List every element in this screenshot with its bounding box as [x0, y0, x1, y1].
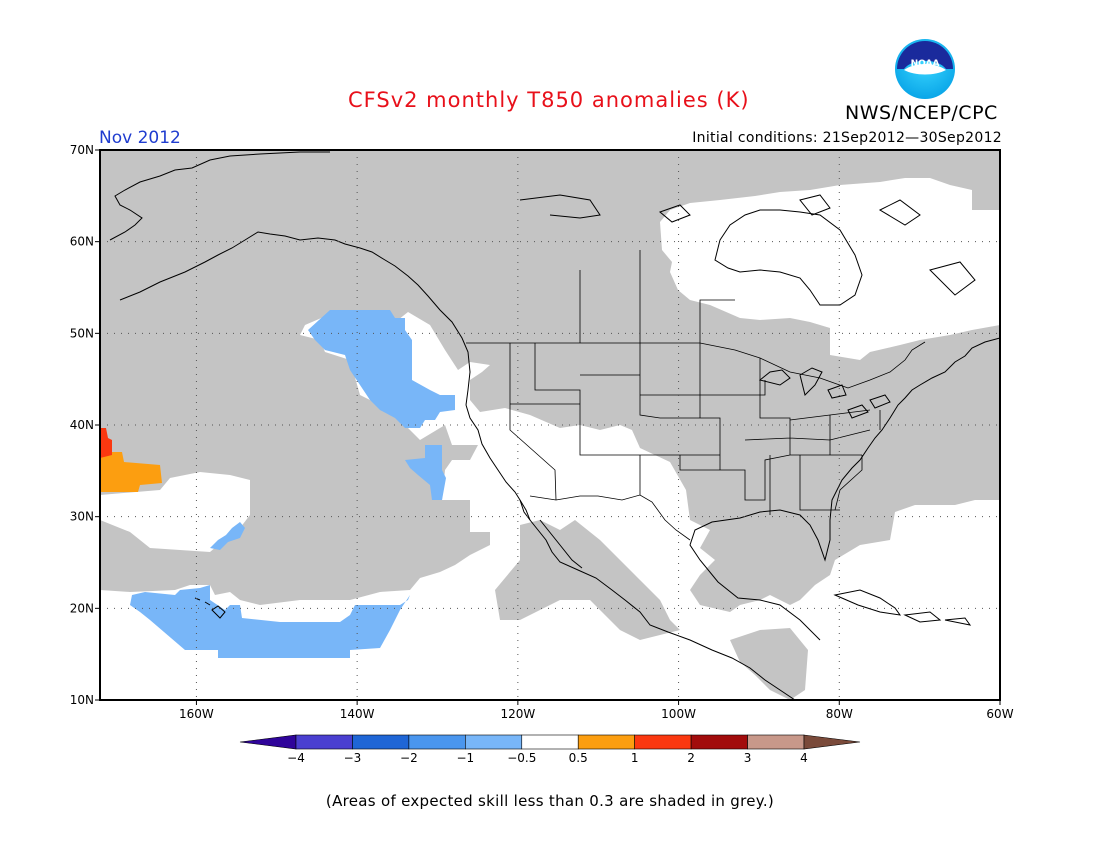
lat-label: 40N — [70, 418, 94, 432]
map-area — [100, 150, 1000, 700]
colorbar-tick-label: −3 — [344, 751, 362, 765]
colorbar-box — [295, 734, 353, 750]
initial-conditions: Initial conditions: 21Sep2012—30Sep2012 — [692, 130, 1002, 146]
west-coast — [465, 404, 796, 700]
hawaii-islands — [194, 597, 226, 619]
great-lakes — [758, 367, 891, 419]
colorbar-tick-label: −0.5 — [507, 751, 536, 765]
logo-bird — [904, 64, 946, 75]
lon-label: 100W — [661, 707, 696, 721]
colorbar-tick-label: 0.5 — [569, 751, 588, 765]
lat-label: 70N — [70, 143, 94, 157]
blue-region-offshore — [405, 445, 446, 500]
colorbar-low-triangle — [239, 734, 297, 750]
lat-lon-grid — [100, 150, 1000, 700]
axis-ticks — [95, 149, 1001, 705]
positive-anomaly-regions — [100, 428, 162, 492]
alaska-coast — [109, 151, 471, 406]
us-canada-border — [466, 341, 926, 389]
colorbar-high-triangle — [803, 734, 861, 750]
forecast-month: Nov 2012 — [99, 128, 181, 148]
lat-label: 10N — [70, 693, 94, 707]
blue-region-hawaii — [130, 585, 410, 658]
colorbar-tick-label: 1 — [631, 751, 639, 765]
colorbar-box — [747, 734, 805, 750]
colorbar-tick-label: 4 — [800, 751, 808, 765]
skill-footnote: (Areas of expected skill less than 0.3 a… — [325, 792, 775, 810]
colorbar-tick-label: 2 — [687, 751, 695, 765]
colorbar-box — [634, 734, 692, 750]
political-borders — [466, 250, 926, 541]
arctic-islands — [519, 194, 976, 296]
hudson-bay — [714, 209, 863, 306]
lat-label: 20N — [70, 601, 94, 615]
lon-label: 80W — [826, 707, 853, 721]
agency-label: NWS/NCEP/CPC — [845, 102, 998, 124]
colorbar-tick-label: −1 — [456, 751, 474, 765]
low-skill-grey-mask — [100, 150, 1000, 700]
cuba-caribbean — [833, 589, 972, 626]
logo-text: NOAA — [911, 59, 940, 69]
canada-provinces — [579, 250, 735, 343]
red-region — [100, 428, 112, 458]
colorbar-tick-label: 3 — [744, 751, 752, 765]
colorbar-tick-label: −4 — [287, 751, 305, 765]
lon-label: 160W — [179, 707, 214, 721]
logo-top — [897, 41, 953, 69]
colorbar-box — [521, 734, 579, 750]
colorbar-tick-label: −2 — [400, 751, 418, 765]
lat-label: 50N — [70, 326, 94, 340]
blue-region-nepacific — [308, 310, 455, 428]
baja — [519, 499, 583, 569]
lon-label: 120W — [500, 707, 535, 721]
colorbar: −4 −3 −2 −1 −0.5 0.5 1 2 3 4 — [239, 734, 861, 765]
colorbar-box — [408, 734, 466, 750]
noaa-logo: NOAA — [895, 39, 955, 99]
colorbar-box — [352, 734, 410, 750]
axis-labels: 70N 60N 50N 40N 30N 20N 10N 160W 140W 120W 100W 80W… — [70, 143, 1014, 721]
colorbar-box — [577, 734, 635, 750]
chart-title: CFSv2 monthly T850 anomalies (K) — [348, 88, 750, 112]
orange-region — [100, 440, 162, 492]
lat-label: 30N — [70, 510, 94, 524]
colorbar-box — [690, 734, 748, 750]
lon-label: 140W — [340, 707, 375, 721]
state-lines — [509, 343, 881, 515]
blue-region-small — [210, 522, 245, 550]
colorbar-box — [465, 734, 523, 750]
lon-label: 60W — [986, 707, 1013, 721]
us-mexico-border — [529, 494, 691, 541]
negative-anomaly-regions — [130, 310, 455, 658]
lat-label: 60N — [70, 235, 94, 249]
